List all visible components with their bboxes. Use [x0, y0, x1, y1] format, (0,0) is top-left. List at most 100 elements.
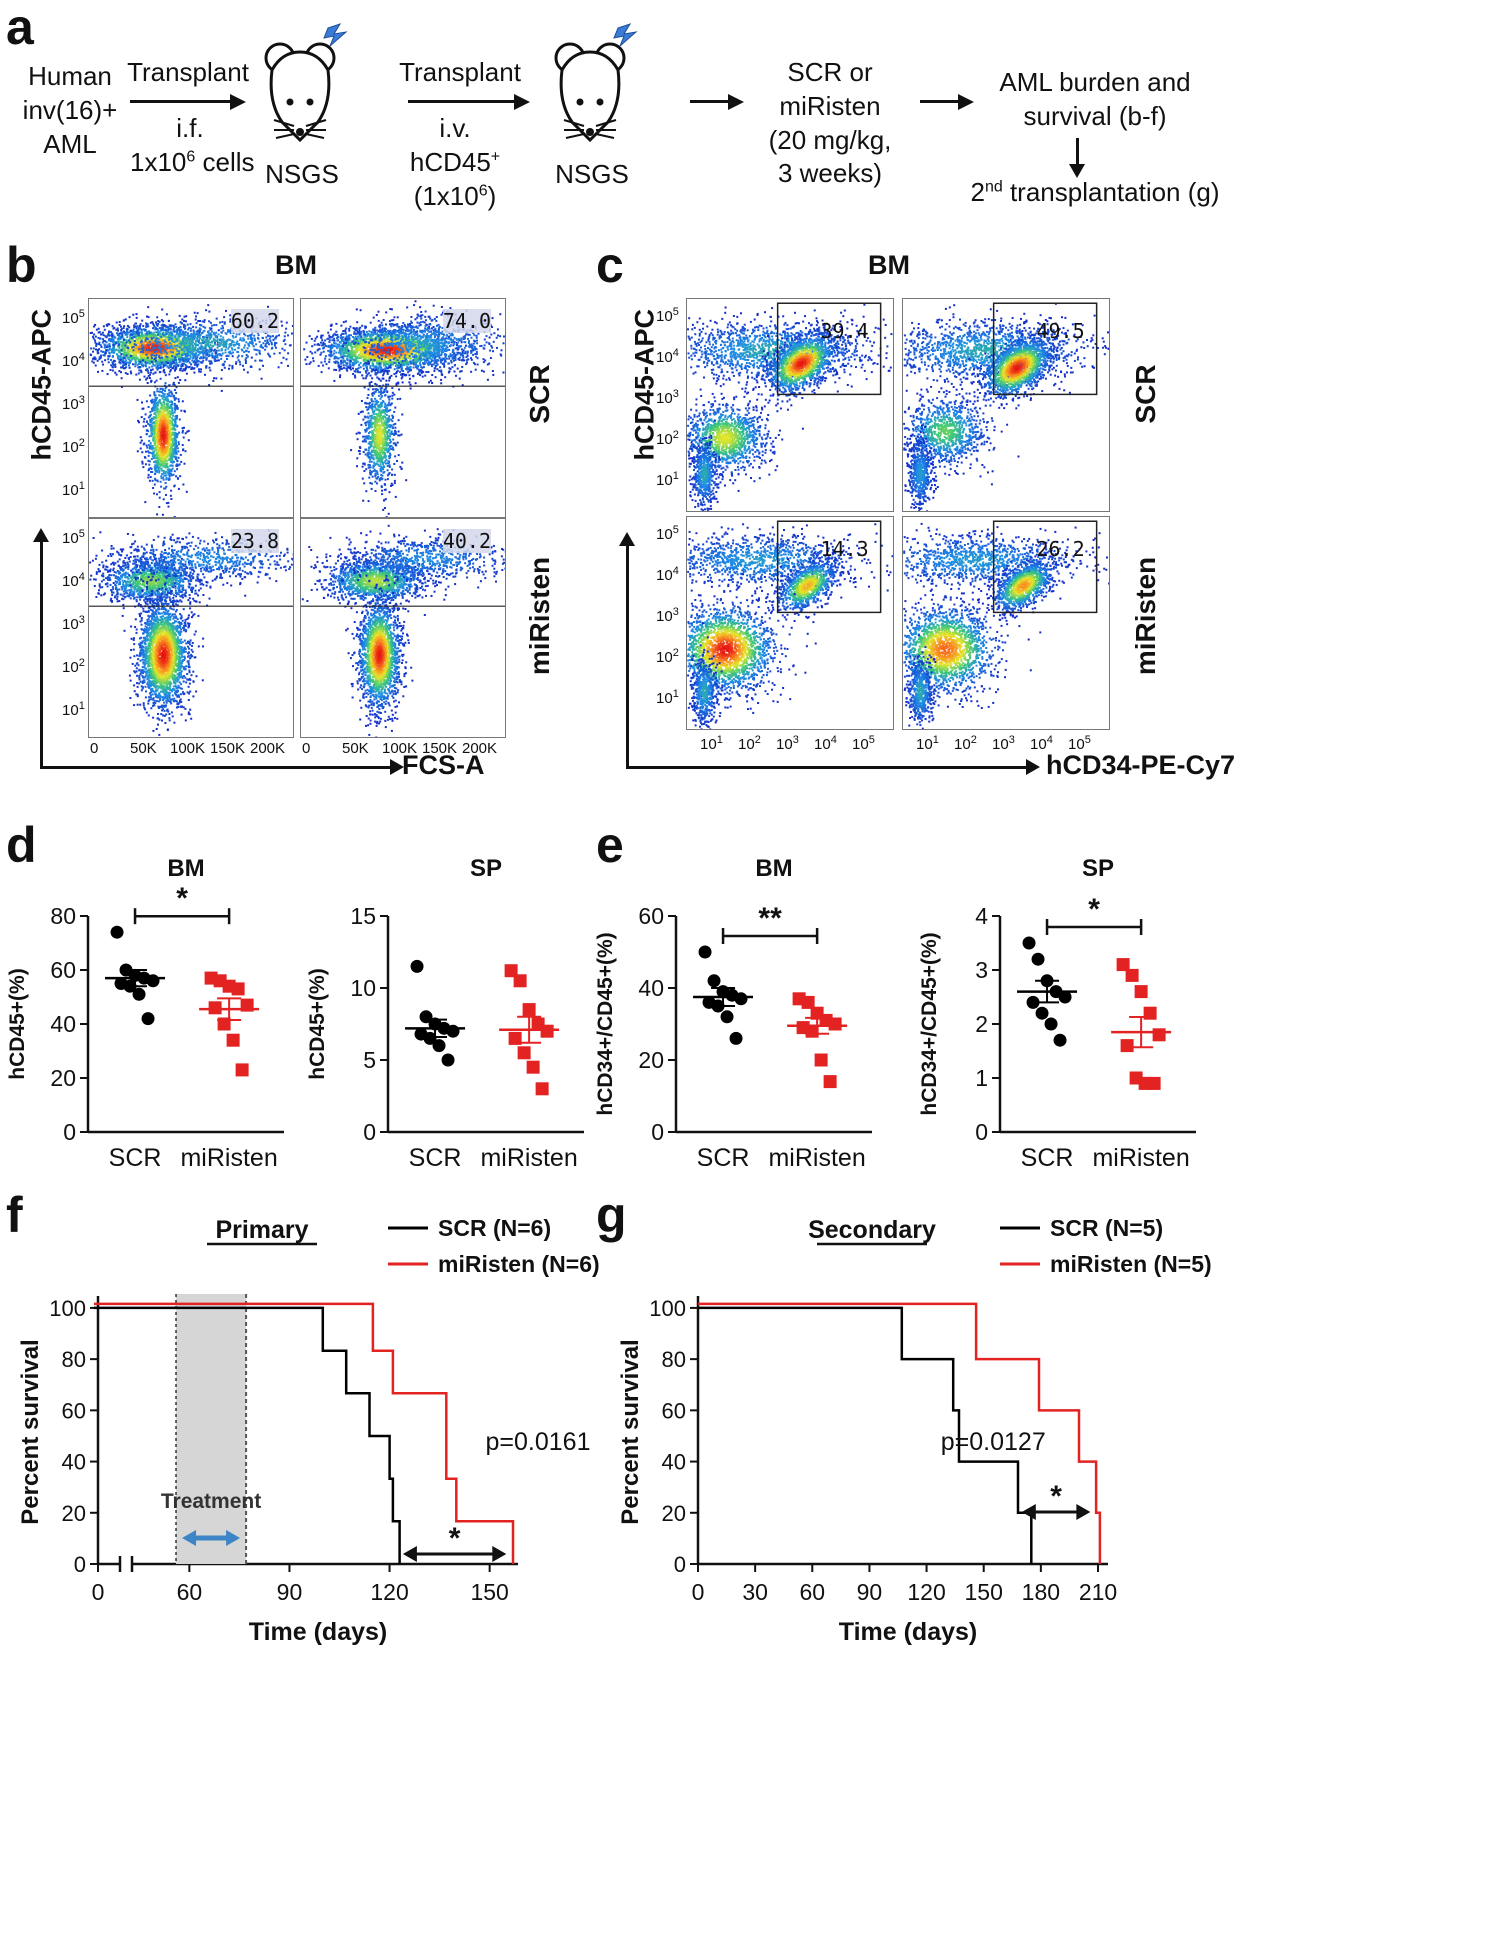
density-dot [153, 416, 156, 419]
density-dot [119, 362, 122, 365]
density-dot [173, 484, 176, 487]
density-dot [173, 359, 176, 362]
density-dot [173, 516, 176, 517]
density-dot [106, 373, 109, 376]
density-dot [406, 361, 409, 364]
density-dot [119, 351, 122, 354]
density-dot [173, 455, 176, 458]
density-dot [111, 355, 114, 358]
density-dot [165, 460, 168, 462]
density-dot [171, 464, 174, 467]
density-dot [148, 344, 151, 347]
density-dot [166, 446, 169, 449]
density-dot [164, 397, 167, 399]
density-dot [322, 364, 325, 367]
density-dot [232, 332, 235, 334]
density-dot [159, 348, 162, 351]
density-dot [170, 427, 173, 430]
density-dot [160, 451, 163, 453]
density-dot [199, 334, 202, 336]
density-dot [235, 362, 237, 365]
density-dot [480, 369, 483, 372]
density-dot [147, 406, 150, 408]
density-dot [172, 339, 175, 342]
density-dot [162, 342, 165, 345]
density-dot [158, 327, 161, 330]
density-dot [178, 342, 181, 345]
density-dot [181, 369, 184, 372]
density-dot [215, 317, 218, 320]
density-dot [392, 335, 395, 338]
density-dot [209, 369, 212, 372]
density-dot [107, 358, 110, 361]
density-dot [149, 413, 152, 416]
density-dot [134, 360, 137, 363]
density-dot [168, 425, 171, 428]
density-dot [184, 353, 187, 355]
density-dot [205, 351, 208, 354]
density-dot [159, 410, 162, 413]
density-dot [132, 313, 135, 316]
density-dot [156, 420, 159, 423]
density-dot [141, 353, 144, 356]
density-dot [159, 421, 162, 424]
density-dot [154, 328, 157, 331]
density-dot [195, 326, 198, 329]
aml-source-line1: Human [20, 60, 120, 94]
density-dot [139, 324, 141, 327]
density-dot [215, 331, 218, 334]
panel-b-facs-plot: 60.2 [88, 298, 294, 518]
density-dot [231, 339, 234, 342]
density-dot [155, 331, 158, 334]
density-dot [344, 330, 347, 333]
density-dot [261, 336, 264, 339]
density-dot [456, 344, 459, 347]
density-dot [213, 357, 216, 360]
density-dot [142, 328, 145, 331]
density-dot [387, 357, 389, 360]
density-dot [162, 444, 165, 447]
density-dot [111, 334, 114, 337]
density-dot [153, 325, 156, 328]
density-dot [185, 337, 187, 339]
density-dot [159, 439, 162, 442]
density-dot [400, 356, 403, 359]
density-dot [170, 360, 173, 363]
density-dot [157, 413, 160, 416]
density-dot [132, 328, 135, 331]
density-dot [205, 358, 208, 361]
density-dot [140, 337, 143, 340]
density-dot [146, 323, 149, 326]
density-dot [209, 321, 212, 324]
density-dot [186, 430, 189, 433]
panel-b-title: BM [275, 250, 317, 281]
density-dot [224, 351, 227, 354]
density-dot [212, 333, 215, 336]
density-dot [120, 325, 122, 328]
density-dot [118, 350, 121, 353]
density-dot [135, 350, 138, 353]
density-dot [365, 366, 368, 369]
density-dot [162, 357, 165, 360]
treatment-desc: SCR or miRisten (20 mg/kg, 3 weeks) [750, 56, 910, 191]
density-dot [182, 323, 185, 326]
density-dot [122, 354, 125, 357]
density-dot [159, 363, 162, 365]
density-dot [396, 361, 399, 364]
density-dot [187, 334, 190, 337]
density-dot [209, 341, 211, 344]
density-dot [155, 465, 158, 468]
density-dot [170, 464, 173, 467]
density-dot [169, 333, 172, 336]
density-dot [134, 352, 137, 355]
density-dot [132, 335, 135, 338]
density-dot [122, 319, 125, 322]
density-dot [171, 412, 174, 415]
density-dot [142, 337, 145, 340]
density-dot [145, 450, 147, 453]
density-dot [158, 506, 161, 508]
density-dot [304, 358, 307, 361]
density-dot [329, 349, 332, 352]
density-dot [211, 352, 214, 355]
density-dot [170, 435, 172, 438]
